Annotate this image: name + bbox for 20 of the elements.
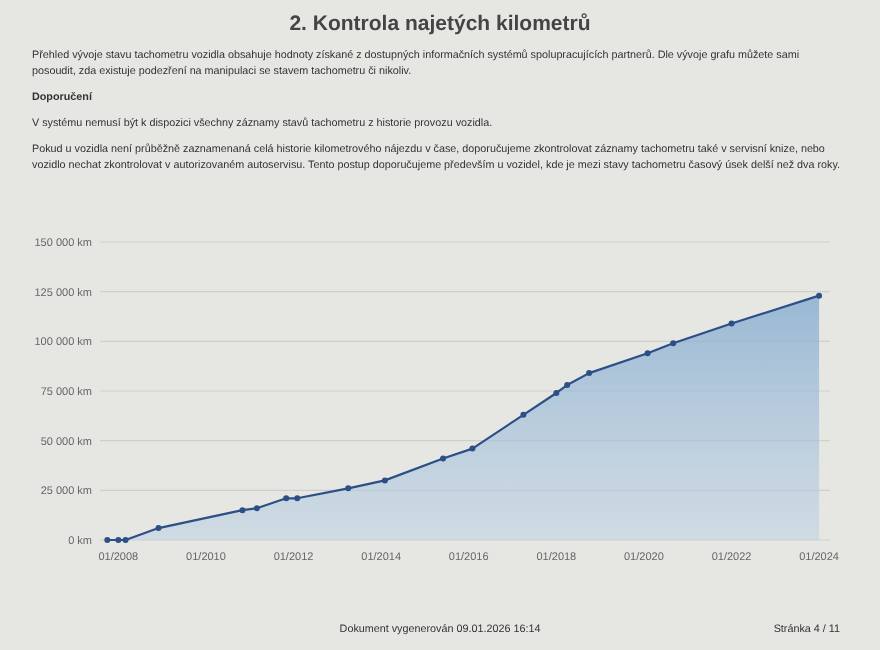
point xyxy=(816,292,823,299)
point xyxy=(294,495,301,502)
point xyxy=(644,350,651,357)
point xyxy=(469,445,476,452)
point xyxy=(122,537,129,543)
point xyxy=(381,477,388,484)
point xyxy=(155,525,162,532)
chart-title: 2. Kontrola najetých kilometrů xyxy=(287,12,593,36)
point xyxy=(345,485,352,492)
point xyxy=(553,389,560,396)
point xyxy=(564,382,571,389)
point xyxy=(728,320,735,327)
point xyxy=(253,505,260,512)
point xyxy=(440,455,447,462)
point xyxy=(115,537,122,543)
point xyxy=(239,507,246,514)
point xyxy=(670,340,677,347)
point xyxy=(104,537,111,543)
point xyxy=(283,495,290,502)
point xyxy=(520,411,527,418)
